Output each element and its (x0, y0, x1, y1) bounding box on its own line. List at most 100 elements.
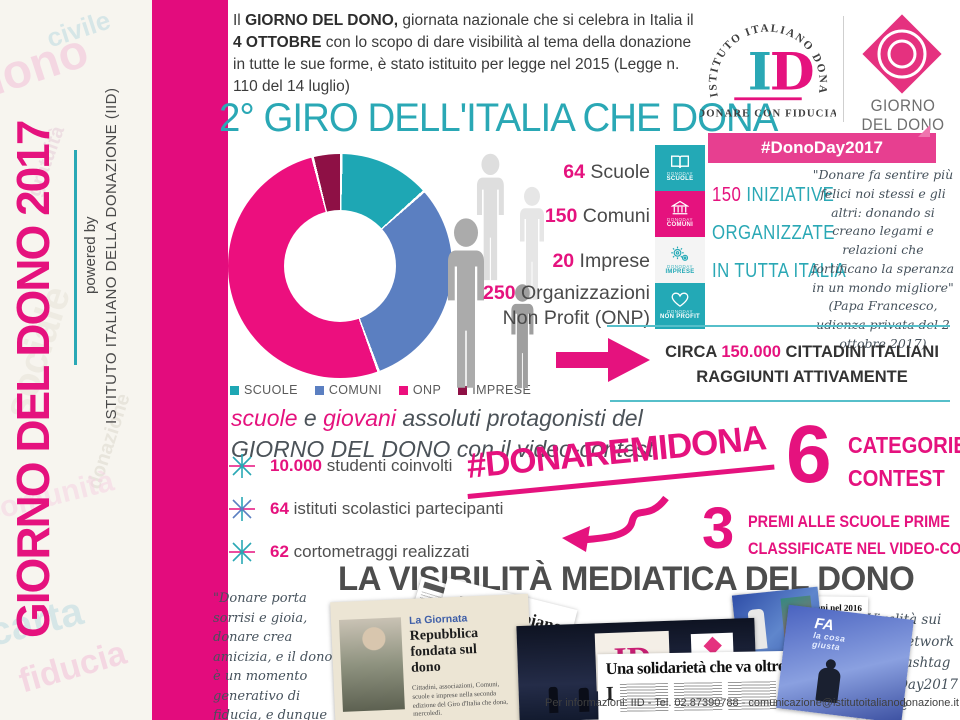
book-icon (671, 155, 689, 168)
papa-quote-attribution: (Papa Francesco, udienza privata del 2 o… (816, 298, 950, 351)
clipping-headline: Repubblica fondata sul dono (409, 625, 479, 677)
sparkle-icon (229, 540, 255, 564)
intro-text: con lo scopo di dare visibilità al tema … (233, 34, 692, 96)
swoosh-arrow-icon (562, 495, 669, 552)
giorno-del-dono-logo-icon (862, 14, 942, 94)
legend-item: SCUOLE (230, 383, 298, 397)
separator-line-top (607, 325, 950, 327)
bullet-value: 62 (270, 542, 289, 561)
bullet-cortometraggi: 62 cortometraggi realizzati (228, 538, 469, 566)
protagonisti-text: assoluti protagonisti del (395, 405, 643, 431)
big-number-3: 3 (702, 496, 735, 561)
gears-icon (671, 246, 689, 261)
intro-paragraph: Il GIORNO DEL DONO, giornata nazionale c… (233, 10, 705, 99)
bullet-label: istituti scolastici partecipanti (288, 499, 504, 518)
legend-swatch (314, 385, 324, 395)
organization-label: ISTITUTO ITALIANO DELLA DONAZIONE (IID) (103, 87, 120, 424)
categorie-contest-label: CATEGORIE CONTEST (848, 429, 960, 495)
papa-quote: "Donare fa sentire più felici noi stessi… (808, 166, 958, 354)
legend-item: IMPRESE (458, 383, 531, 397)
bullet-label: cortometraggi realizzati (288, 542, 470, 561)
iniziative-text: INIZIATIVE (741, 184, 835, 206)
badge-label: COMUNI (666, 222, 694, 228)
bullet-studenti: 10.000 studenti coinvolti (228, 452, 452, 480)
stat-comuni: 150 Comuni (545, 204, 650, 229)
legend-swatch (398, 385, 408, 395)
bullet-text: 62 cortometraggi realizzati (270, 542, 469, 562)
gdd-line2: DEL DONO (861, 115, 945, 134)
badge-label: NON PROFIT (660, 314, 700, 320)
badge-small-label: DONODAY (667, 171, 693, 176)
badge-small-label: DONODAY (667, 263, 693, 269)
reach-value: 150.000 (721, 343, 781, 361)
sparkle-icon (229, 454, 255, 478)
heart-icon (671, 292, 689, 307)
sparkle-icon (229, 497, 255, 521)
stat-value: 150 (544, 205, 578, 227)
powered-by-label: powered by (82, 216, 99, 295)
stat-onp: 250 Organizzazioni Non Profit (ONP) (483, 281, 650, 331)
footer-contact-info: Per informazioni: IID - Tel. 02.87390788… (545, 697, 959, 709)
contest-line: CONTEST (848, 465, 945, 491)
svg-text:ID: ID (748, 42, 815, 103)
stat-imprese: 20 Imprese (552, 249, 650, 274)
stat-label2: Non Profit (ONP) (502, 307, 650, 329)
badge-column: DONODAY SCUOLE DONODAY COMUNI DONODAY IM… (655, 145, 705, 329)
reach-text: CIRCA (665, 343, 722, 361)
page-title: 2° GIRO DELL'ITALIA CHE DONA (219, 96, 778, 140)
banner-label: #DonoDay2017 (761, 138, 883, 157)
intro-text: Il (233, 12, 246, 29)
legend-label: COMUNI (328, 383, 382, 397)
stat-value: 20 (552, 250, 575, 272)
iniziative-line1: 150 INIZIATIVE (712, 176, 846, 214)
intro-bold-giorno: GIORNO DEL DONO, (245, 12, 399, 29)
badge-scuole: DONODAY SCUOLE (655, 145, 705, 191)
bullet-value: 10.000 (270, 456, 322, 475)
bullet-text: 64 istituti scolastici partecipanti (270, 499, 503, 519)
protagonisti-line1: scuole e giovani assoluti protagonisti d… (231, 403, 654, 434)
legend-item: ONP (398, 383, 442, 397)
big-number-6: 6 (786, 409, 832, 500)
stat-scuole: 64 Scuole (563, 160, 650, 185)
iniziative-line2: ORGANIZZATE (712, 222, 835, 244)
legend-swatch (230, 385, 239, 395)
mattarella-quote-text: "Donare porta sorrisi e gioia, donare cr… (213, 591, 333, 720)
sidebar-accent-bar (152, 0, 228, 720)
bullet-istituti: 64 istituti scolastici partecipanti (228, 495, 503, 523)
badge-label: IMPRESE (665, 268, 695, 275)
svg-text:DONARE CON FIDUCIA: DONARE CON FIDUCIA (700, 108, 836, 120)
badge-comuni: DONODAY COMUNI (655, 191, 705, 237)
donoday-banner: #DonoDay2017 (708, 125, 936, 163)
bullet-label: studenti coinvolti (322, 456, 453, 475)
protagonisti-line2: GIORNO DEL DONO con il video-contest (231, 436, 654, 462)
stat-value: 64 (563, 161, 585, 183)
legend-label: IMPRESE (472, 383, 532, 397)
gdd-line1: GIORNO (870, 96, 936, 115)
stat-label: Organizzazioni (515, 282, 650, 304)
donut-chart (228, 154, 452, 378)
papa-quote-text: "Donare fa sentire più felici noi stessi… (811, 167, 955, 295)
clipping-kicker: La Giornata (408, 612, 468, 627)
badge-nonprofit: DONODAY NON PROFIT (655, 283, 705, 329)
stat-label: Comuni (577, 205, 650, 227)
reach-text: CITTADINI ITALIANI RAGGIUNTI ATTIVAMENTE (696, 343, 939, 386)
mattarella-photo (338, 617, 405, 712)
donut-hole (284, 210, 396, 322)
iniziative-line3: IN TUTTA ITALIA (712, 260, 847, 282)
protagonisti-text: e (297, 405, 324, 431)
bullet-value: 64 (270, 499, 289, 518)
categorie-line: CATEGORIE (848, 432, 960, 458)
protagonisti-heading: scuole e giovani assoluti protagonisti d… (231, 403, 654, 465)
reach-statement: CIRCA 150.000 CITTADINI ITALIANI RAGGIUN… (652, 340, 952, 390)
badge-small-label: DONODAY (667, 309, 693, 314)
legend-item: COMUNI (314, 383, 382, 397)
iid-logo: ISTITUTO ITALIANO DONAZIONE ID DONARE CO… (695, 0, 837, 120)
mattarella-quote: "Donare porta sorrisi e gioia, donare cr… (213, 589, 340, 720)
legend-label: ONP (412, 383, 442, 397)
bullet-text: 10.000 studenti coinvolti (270, 456, 452, 476)
tv-logo-line3: giusta (811, 638, 841, 652)
badge-imprese: DONODAY IMPRESE (655, 237, 705, 283)
iniziative-value: 150 (712, 184, 742, 206)
highlight-scuole: scuole (231, 405, 298, 431)
tv-show-logo: FA la cosa giusta (811, 615, 848, 652)
